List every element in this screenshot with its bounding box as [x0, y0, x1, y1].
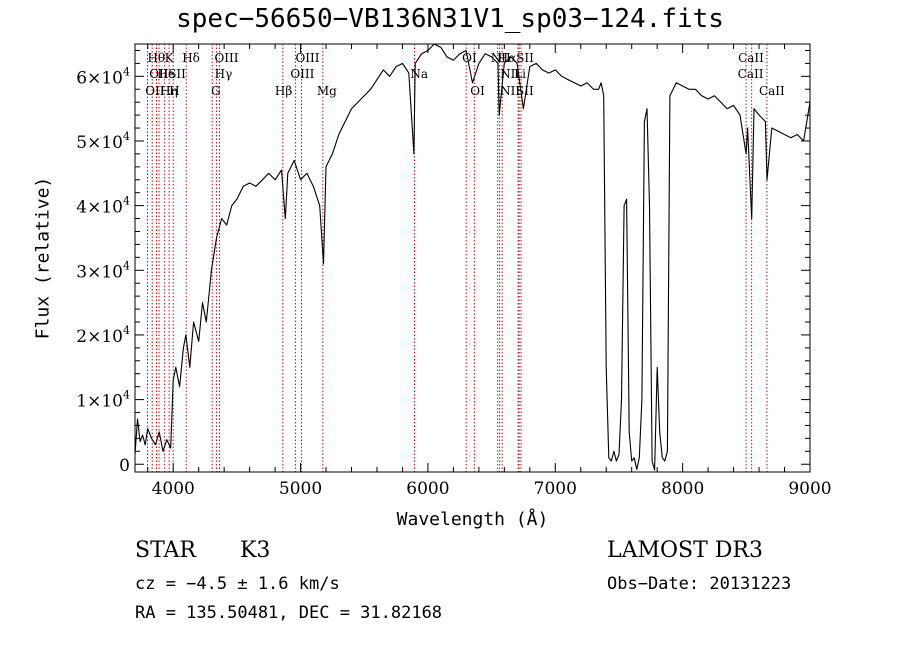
y-tick-mantissa: 3×10	[76, 262, 123, 282]
line-label: Hγ	[215, 67, 233, 81]
observation-date: Obs−Date: 20131223	[607, 574, 792, 594]
y-tick-exponent: 4	[123, 130, 130, 143]
y-tick-label: 1×104	[76, 389, 130, 412]
y-tick-label: 0	[119, 456, 130, 476]
x-tick-label: 4000	[152, 479, 195, 499]
y-tick-label: 2×104	[76, 324, 130, 347]
line-label: OII	[145, 84, 165, 98]
line-label: OII	[149, 67, 169, 81]
x-tick-label: 6000	[406, 479, 449, 499]
line-label: Na	[410, 67, 428, 81]
line-label: NII	[491, 51, 511, 65]
spectrum-line	[135, 44, 810, 471]
y-tick-label: 5×104	[76, 130, 130, 153]
x-tick-label: 7000	[534, 479, 577, 499]
y-tick-exponent: 4	[123, 259, 130, 272]
line-label: Hβ	[275, 84, 292, 98]
y-tick-label: 3×104	[76, 259, 130, 282]
x-axis-label: Wavelength (Å)	[396, 509, 549, 530]
line-label: Hδ	[182, 51, 200, 65]
line-labels: HθOIIOIIHeHηKHSIIHδGHγOIIIHβOIIIOIIIMgNa…	[145, 51, 785, 98]
line-label: SII	[516, 84, 534, 98]
line-label: SII	[516, 51, 534, 65]
line-label: SII	[168, 67, 186, 81]
line-label: NII	[500, 67, 520, 81]
line-label: OIII	[290, 67, 314, 81]
y-tick-mantissa: 0	[119, 456, 130, 476]
axes-frame	[134, 43, 811, 473]
x-tick-label: 5000	[279, 479, 322, 499]
ra-dec-coordinates: RA = 135.50481, DEC = 31.82168	[135, 603, 443, 623]
y-tick-mantissa: 5×10	[76, 133, 123, 153]
line-label: OIII	[214, 51, 238, 65]
line-label: He	[158, 67, 176, 81]
x-tick-label: 8000	[661, 479, 704, 499]
y-tick-exponent: 4	[123, 389, 130, 402]
y-tick-exponent: 4	[123, 65, 130, 78]
line-label: OI	[462, 51, 477, 65]
object-class: STAR	[135, 538, 196, 563]
y-tick-exponent: 4	[123, 195, 130, 208]
y-tick-mantissa: 2×10	[76, 327, 123, 347]
line-label: CaII	[759, 84, 785, 98]
line-label: CaII	[738, 51, 764, 65]
object-subclass: K3	[240, 538, 271, 563]
spectrum-series	[135, 44, 810, 471]
y-tick-mantissa: 6×10	[76, 68, 123, 88]
y-tick-label: 4×104	[76, 195, 130, 218]
y-tick-mantissa: 1×10	[76, 392, 123, 412]
y-tick-mantissa: 4×10	[76, 198, 123, 218]
line-label: Hα	[498, 51, 517, 65]
line-label: Hη	[160, 84, 178, 98]
line-label: CaII	[738, 67, 764, 81]
line-label: OI	[470, 84, 485, 98]
line-label: K	[165, 51, 175, 65]
axes: 4000 5000 6000 7000 8000 900001×1042×1043×104…	[76, 43, 832, 499]
redshift-cz: cz = −4.5 ± 1.6 km/s	[135, 574, 340, 594]
survey-name: LAMOST DR3	[607, 538, 763, 563]
y-tick-label: 6×104	[76, 65, 130, 88]
line-label: Mg	[317, 84, 337, 98]
plot-title: spec−56650−VB136N31V1_sp03−124.fits	[176, 4, 724, 34]
line-label: Hθ	[147, 51, 165, 65]
x-tick-label: 9000	[788, 479, 831, 499]
line-markers	[147, 44, 768, 472]
line-label: H	[169, 84, 179, 98]
line-label: NII	[500, 84, 520, 98]
line-label: Li	[514, 67, 526, 81]
line-label: OIII	[295, 51, 319, 65]
y-tick-exponent: 4	[123, 324, 130, 337]
y-axis-label: Flux (relative)	[32, 176, 54, 340]
line-label: G	[211, 84, 221, 98]
